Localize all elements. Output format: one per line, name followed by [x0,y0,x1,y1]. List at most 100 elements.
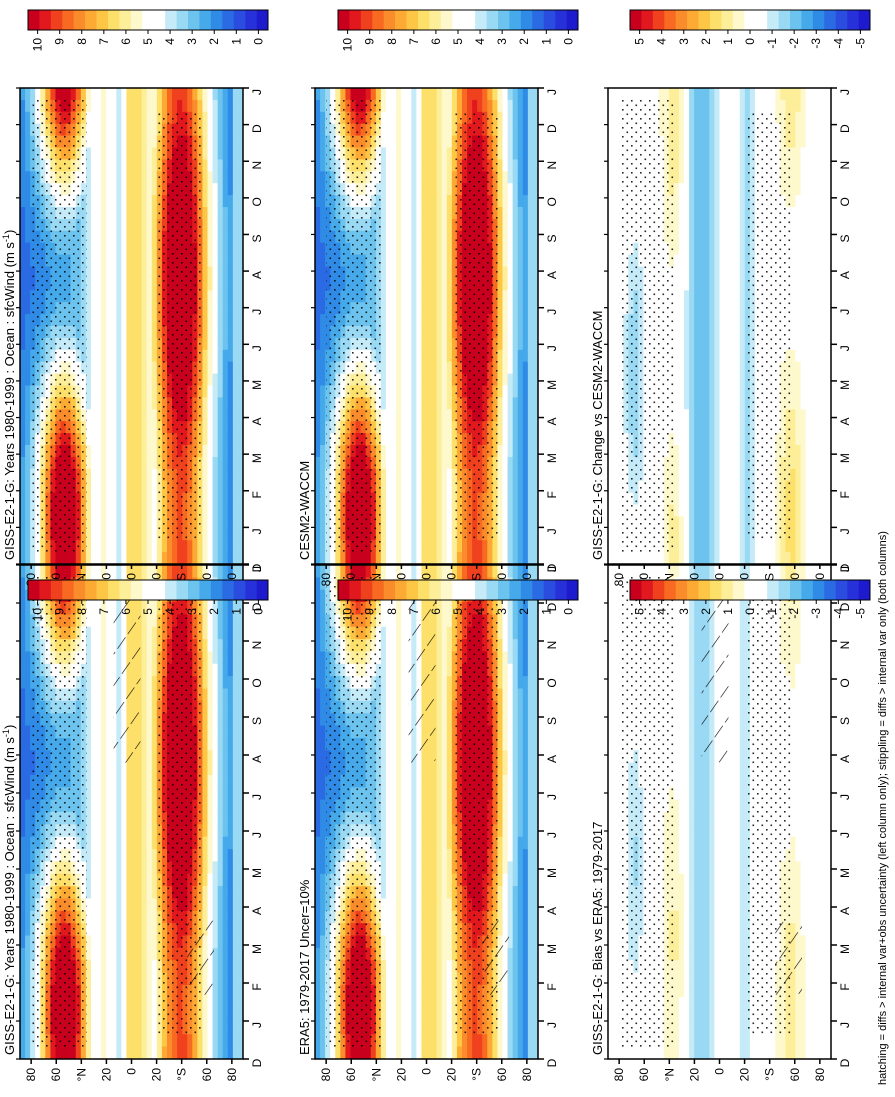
colorbar-swatch [835,10,848,30]
colorbar-label: 1 [721,608,735,615]
month-tick-label: S [545,234,559,242]
colorbar-3: 5 4 3 2 1 0 -1 -2 -3 -4 -5 [629,9,871,49]
month-tick-label: M [838,868,852,878]
colorbar-swatch [710,10,722,30]
colorbar-swatch [199,580,212,600]
month-tick-label: A [838,271,852,279]
colorbar-label: 9 [53,608,67,615]
lat-tick-label: °S [175,1068,189,1081]
colorbar-swatch [463,10,476,30]
colorbar-label: -1 [765,38,779,49]
colorbar-swatch [62,580,75,600]
colorbar-label: 2 [207,608,221,615]
month-tick-label: A [838,418,852,426]
month-tick-label: J [838,309,852,315]
month-tick-label: D [838,124,852,133]
month-tick-label: J [838,345,852,351]
panel-title: GISS-E2-1-G: Change vs CESM2-WACCM [590,311,605,560]
colorbar-swatch [486,580,499,600]
hatching [113,589,141,763]
colorbar-swatch [858,10,871,30]
month-tick-label: F [545,983,559,990]
colorbar-swatch [520,10,533,30]
month-tick-label: M [545,868,559,878]
colorbar-swatch [119,580,132,600]
colorbar-swatch [406,580,419,600]
colorbar-swatch [349,580,362,600]
month-tick-label: D [838,1058,852,1067]
lat-tick-label: 80 [319,573,333,587]
colorbar-swatch [108,580,120,600]
colorbar-label: 2 [517,608,531,615]
colorbar-swatch [256,10,269,30]
colorbar-swatch [440,580,453,600]
month-tick-label: D [250,124,264,133]
colorbar-swatch [130,580,143,600]
colorbar-label: 8 [75,608,89,615]
colorbar-label: 4 [655,38,669,45]
lat-tick-label: 60 [637,1068,651,1082]
month-tick-label: J [838,794,852,800]
colorbar-swatch [652,10,665,30]
lat-tick-label: 20 [394,1068,408,1082]
lat-tick-label: 60 [495,1068,509,1082]
lat-tick-label: °N [74,1068,88,1081]
colorbar-label: 4 [473,608,487,615]
colorbar-label: 8 [385,38,399,45]
month-tick-label: D [250,1058,264,1067]
colorbar-label: -5 [853,608,867,619]
colorbar-swatch [630,10,642,30]
colorbar-label: -3 [809,608,823,619]
lat-tick-label: 0 [713,1068,727,1075]
colorbar-swatch [85,10,97,30]
colorbar-label: 5 [633,608,647,615]
colorbar-swatch [383,10,396,30]
panel-title: CESM2-WACCM [297,461,312,560]
lat-tick-label: 80 [612,573,626,587]
month-tick-label: J [250,345,264,351]
hatching [408,589,436,763]
colorbar-swatch [652,580,665,600]
month-tick-label: F [838,491,852,498]
colorbar-swatch [62,10,75,30]
month-tick-label: N [545,161,559,170]
month-tick-label: J [545,832,559,838]
colorbar-swatch [210,10,223,30]
colorbar-swatch [732,580,745,600]
lat-tick-label: 80 [24,1068,38,1082]
month-tick-label: D [545,563,559,572]
colorbar-label: 8 [385,608,399,615]
month-tick-label: A [250,271,264,279]
colorbar-swatch [475,10,487,30]
colorbar-swatch [710,580,722,600]
panel-field [20,565,243,1059]
month-tick-label: J [545,89,559,95]
colorbar-label: 0 [251,608,265,615]
colorbar-swatch [210,580,223,600]
month-tick-label: D [838,602,852,611]
colorbar-swatch [498,580,510,600]
stippling [619,574,675,1050]
colorbar-label: 10 [31,608,45,622]
colorbar-swatch [349,10,362,30]
colorbar-swatch [256,580,269,600]
colorbar-swatch [520,580,533,600]
month-tick-label: M [250,453,264,463]
stippling [453,111,498,541]
colorbar-swatch [555,580,567,600]
colorbar-swatch [767,580,779,600]
colorbar-2: 10 9 8 7 6 5 4 3 2 1 0 [337,9,579,51]
month-tick-label: O [545,678,559,687]
month-tick-label: N [838,161,852,170]
colorbar-label: 1 [229,608,243,615]
colorbar-label: 3 [677,38,691,45]
month-tick-label: N [250,161,264,170]
colorbar-swatch [176,10,189,30]
lat-tick-label: 60 [49,1068,63,1082]
colorbar-swatch [245,580,257,600]
colorbar-swatch [233,10,246,30]
month-tick-label: J [250,1022,264,1028]
colorbar-label: 10 [31,38,45,52]
month-tick-label: N [545,641,559,650]
